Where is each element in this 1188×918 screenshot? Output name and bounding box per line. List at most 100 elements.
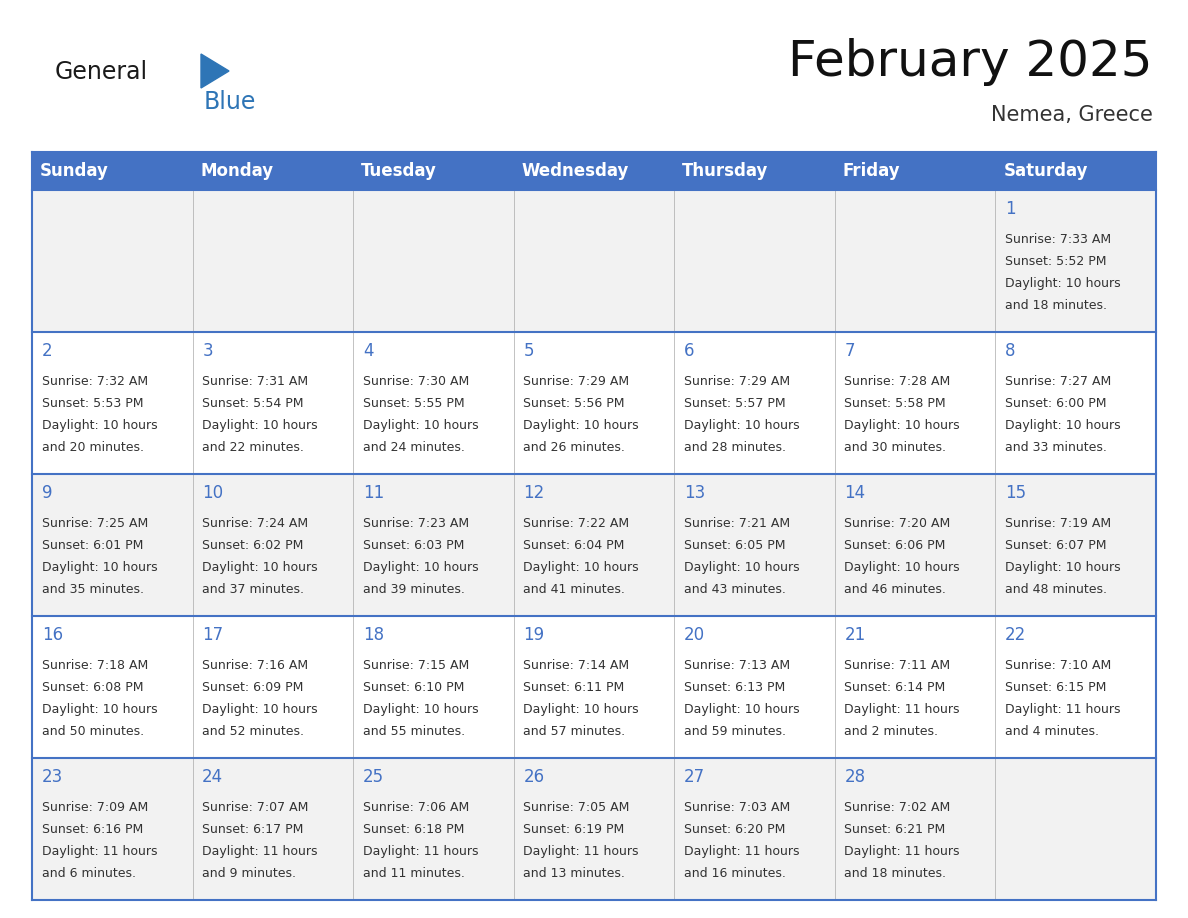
Text: Sunset: 6:19 PM: Sunset: 6:19 PM — [524, 823, 625, 836]
Text: Sunrise: 7:03 AM: Sunrise: 7:03 AM — [684, 801, 790, 814]
Text: Sunrise: 7:32 AM: Sunrise: 7:32 AM — [42, 375, 147, 388]
Text: Sunrise: 7:20 AM: Sunrise: 7:20 AM — [845, 518, 950, 531]
Text: Sunset: 6:13 PM: Sunset: 6:13 PM — [684, 681, 785, 694]
Text: Tuesday: Tuesday — [361, 162, 437, 180]
Text: 25: 25 — [362, 768, 384, 786]
Text: Sunset: 6:15 PM: Sunset: 6:15 PM — [1005, 681, 1106, 694]
Text: Sunrise: 7:06 AM: Sunrise: 7:06 AM — [362, 801, 469, 814]
Text: Daylight: 10 hours: Daylight: 10 hours — [42, 420, 157, 432]
Text: Sunrise: 7:11 AM: Sunrise: 7:11 AM — [845, 659, 950, 672]
Text: Sunset: 6:21 PM: Sunset: 6:21 PM — [845, 823, 946, 836]
Bar — [32, 332, 1156, 474]
Text: Sunset: 6:10 PM: Sunset: 6:10 PM — [362, 681, 465, 694]
Text: Daylight: 10 hours: Daylight: 10 hours — [362, 703, 479, 716]
Text: Daylight: 10 hours: Daylight: 10 hours — [684, 561, 800, 575]
Text: Sunrise: 7:07 AM: Sunrise: 7:07 AM — [202, 801, 309, 814]
Text: and 22 minutes.: and 22 minutes. — [202, 442, 304, 454]
Text: Sunset: 6:09 PM: Sunset: 6:09 PM — [202, 681, 304, 694]
Text: Sunset: 5:53 PM: Sunset: 5:53 PM — [42, 397, 143, 410]
Text: 22: 22 — [1005, 626, 1026, 644]
Text: 24: 24 — [202, 768, 223, 786]
Text: Saturday: Saturday — [1004, 162, 1088, 180]
Text: Sunrise: 7:19 AM: Sunrise: 7:19 AM — [1005, 518, 1111, 531]
Text: Sunset: 6:16 PM: Sunset: 6:16 PM — [42, 823, 143, 836]
Text: and 41 minutes.: and 41 minutes. — [524, 583, 625, 597]
Text: 18: 18 — [362, 626, 384, 644]
Text: Daylight: 10 hours: Daylight: 10 hours — [845, 561, 960, 575]
Text: Thursday: Thursday — [682, 162, 769, 180]
Text: and 16 minutes.: and 16 minutes. — [684, 868, 785, 880]
Text: Sunrise: 7:16 AM: Sunrise: 7:16 AM — [202, 659, 309, 672]
Polygon shape — [201, 54, 229, 88]
Text: Daylight: 10 hours: Daylight: 10 hours — [1005, 277, 1120, 290]
Text: and 59 minutes.: and 59 minutes. — [684, 725, 786, 738]
Text: Sunrise: 7:29 AM: Sunrise: 7:29 AM — [684, 375, 790, 388]
Text: 9: 9 — [42, 484, 52, 502]
Text: 11: 11 — [362, 484, 384, 502]
Text: and 52 minutes.: and 52 minutes. — [202, 725, 304, 738]
Text: Sunrise: 7:18 AM: Sunrise: 7:18 AM — [42, 659, 147, 672]
Text: Daylight: 11 hours: Daylight: 11 hours — [1005, 703, 1120, 716]
Text: and 11 minutes.: and 11 minutes. — [362, 868, 465, 880]
Text: Daylight: 10 hours: Daylight: 10 hours — [202, 703, 318, 716]
Text: and 50 minutes.: and 50 minutes. — [42, 725, 144, 738]
Text: Sunrise: 7:21 AM: Sunrise: 7:21 AM — [684, 518, 790, 531]
Text: Sunrise: 7:28 AM: Sunrise: 7:28 AM — [845, 375, 950, 388]
Text: Sunset: 6:03 PM: Sunset: 6:03 PM — [362, 539, 465, 553]
Text: 5: 5 — [524, 341, 533, 360]
Text: Sunset: 6:08 PM: Sunset: 6:08 PM — [42, 681, 143, 694]
Text: Daylight: 11 hours: Daylight: 11 hours — [42, 845, 157, 858]
Text: and 30 minutes.: and 30 minutes. — [845, 442, 947, 454]
Text: Sunset: 5:56 PM: Sunset: 5:56 PM — [524, 397, 625, 410]
Text: 19: 19 — [524, 626, 544, 644]
Text: Friday: Friday — [842, 162, 901, 180]
Text: 6: 6 — [684, 341, 695, 360]
Text: Sunset: 6:04 PM: Sunset: 6:04 PM — [524, 539, 625, 553]
Text: 2: 2 — [42, 341, 52, 360]
Text: and 39 minutes.: and 39 minutes. — [362, 583, 465, 597]
Text: 20: 20 — [684, 626, 704, 644]
Text: 17: 17 — [202, 626, 223, 644]
Text: and 35 minutes.: and 35 minutes. — [42, 583, 144, 597]
Text: and 18 minutes.: and 18 minutes. — [1005, 299, 1107, 312]
Text: Blue: Blue — [204, 90, 257, 114]
Text: 7: 7 — [845, 341, 855, 360]
Text: and 28 minutes.: and 28 minutes. — [684, 442, 786, 454]
Text: Sunset: 6:14 PM: Sunset: 6:14 PM — [845, 681, 946, 694]
Text: Sunset: 6:02 PM: Sunset: 6:02 PM — [202, 539, 304, 553]
Text: and 46 minutes.: and 46 minutes. — [845, 583, 947, 597]
Text: Daylight: 11 hours: Daylight: 11 hours — [524, 845, 639, 858]
Text: Sunday: Sunday — [40, 162, 109, 180]
Text: Daylight: 11 hours: Daylight: 11 hours — [845, 703, 960, 716]
Bar — [32, 758, 1156, 900]
Text: Sunrise: 7:23 AM: Sunrise: 7:23 AM — [362, 518, 469, 531]
Bar — [32, 616, 1156, 758]
Text: and 4 minutes.: and 4 minutes. — [1005, 725, 1099, 738]
Text: Daylight: 10 hours: Daylight: 10 hours — [845, 420, 960, 432]
Text: and 48 minutes.: and 48 minutes. — [1005, 583, 1107, 597]
Text: Sunrise: 7:10 AM: Sunrise: 7:10 AM — [1005, 659, 1111, 672]
Text: 23: 23 — [42, 768, 63, 786]
Text: Sunrise: 7:09 AM: Sunrise: 7:09 AM — [42, 801, 147, 814]
Text: 4: 4 — [362, 341, 373, 360]
Text: 1: 1 — [1005, 200, 1016, 218]
Text: Sunrise: 7:02 AM: Sunrise: 7:02 AM — [845, 801, 950, 814]
Text: Sunset: 6:20 PM: Sunset: 6:20 PM — [684, 823, 785, 836]
Text: 28: 28 — [845, 768, 866, 786]
Text: Daylight: 10 hours: Daylight: 10 hours — [362, 420, 479, 432]
Text: Sunrise: 7:22 AM: Sunrise: 7:22 AM — [524, 518, 630, 531]
Text: 26: 26 — [524, 768, 544, 786]
Text: and 26 minutes.: and 26 minutes. — [524, 442, 625, 454]
Text: and 6 minutes.: and 6 minutes. — [42, 868, 135, 880]
Text: Daylight: 10 hours: Daylight: 10 hours — [42, 703, 157, 716]
Text: 10: 10 — [202, 484, 223, 502]
Text: 16: 16 — [42, 626, 63, 644]
Text: Daylight: 11 hours: Daylight: 11 hours — [362, 845, 479, 858]
Bar — [32, 152, 1156, 190]
Text: 21: 21 — [845, 626, 866, 644]
Text: 3: 3 — [202, 341, 213, 360]
Text: and 33 minutes.: and 33 minutes. — [1005, 442, 1107, 454]
Text: Sunset: 6:05 PM: Sunset: 6:05 PM — [684, 539, 785, 553]
Text: Sunset: 6:06 PM: Sunset: 6:06 PM — [845, 539, 946, 553]
Text: 8: 8 — [1005, 341, 1016, 360]
